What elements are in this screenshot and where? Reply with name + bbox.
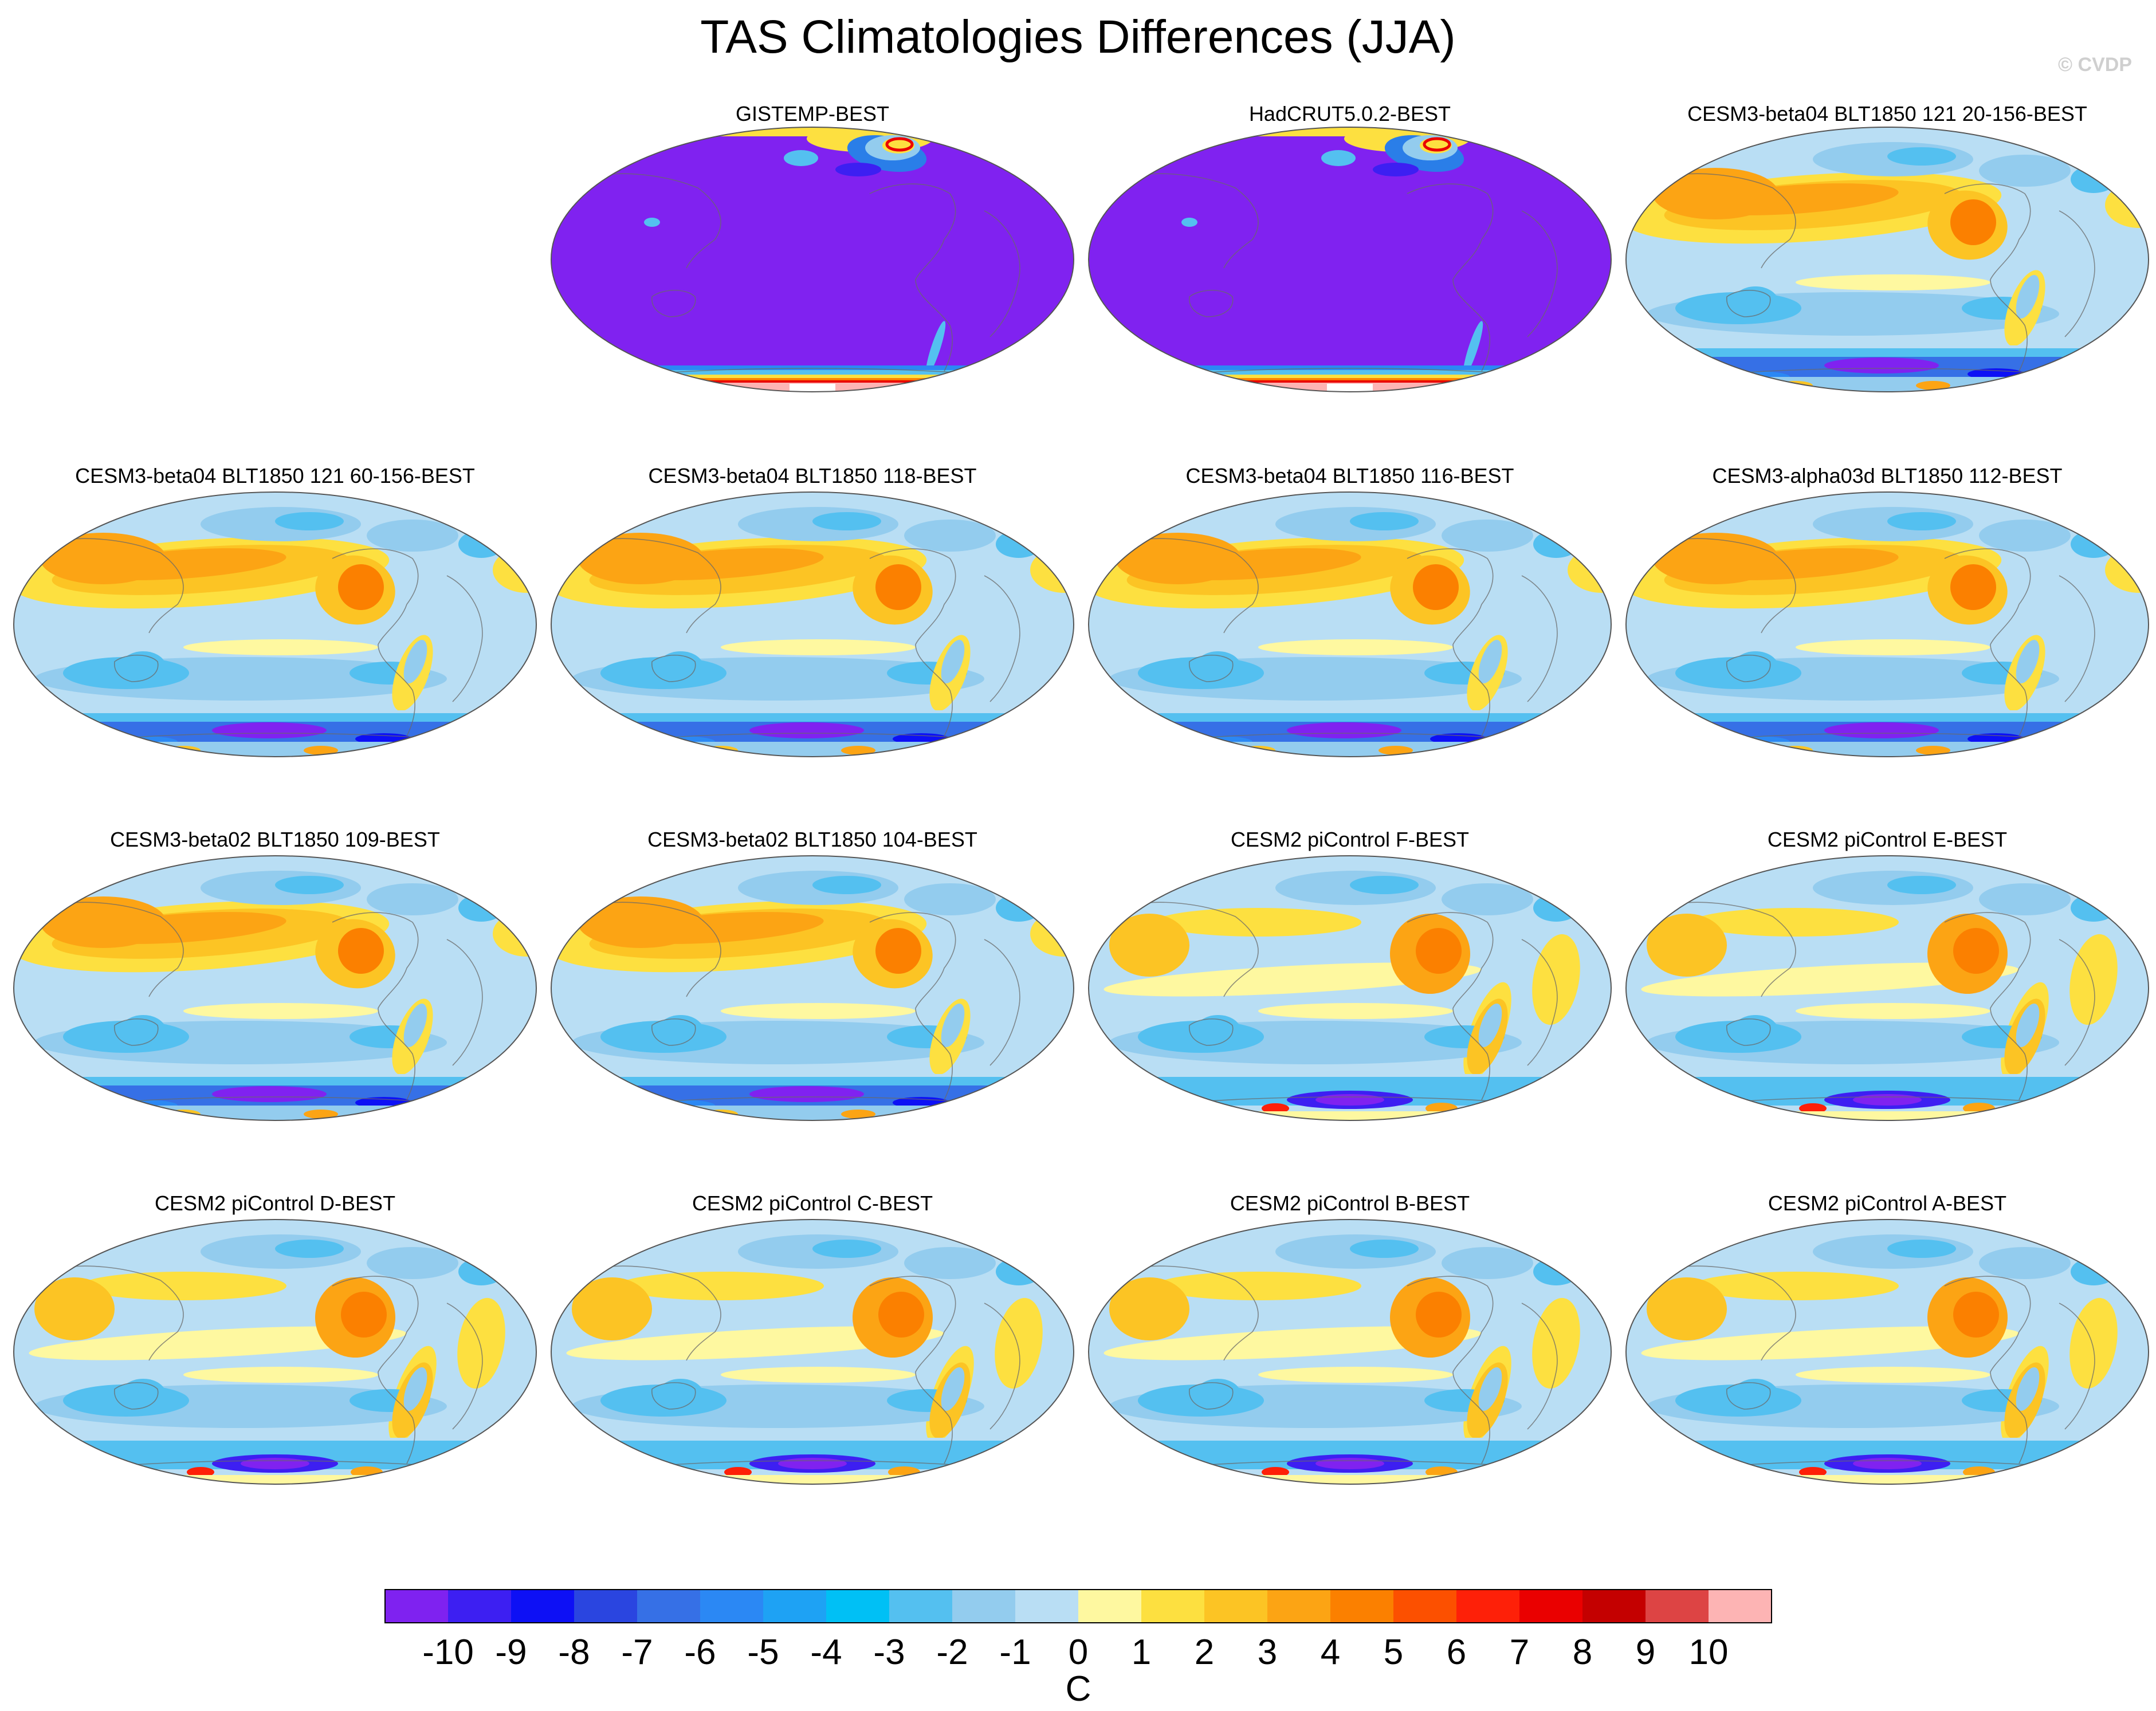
map-outline (1625, 127, 2149, 392)
colorbar-tick-label: -10 (422, 1633, 474, 1672)
colorbar-swatch (448, 1590, 512, 1623)
panel-title: CESM2 piControl C-BEST (692, 1191, 933, 1215)
map-panel (1088, 127, 1612, 392)
panel-title: CESM3-beta02 BLT1850 109-BEST (110, 828, 440, 851)
map-outline (1625, 491, 2149, 757)
colorbar-tick-label: -1 (999, 1633, 1031, 1672)
map-outline (551, 127, 1074, 392)
colorbar-swatch (1646, 1590, 1709, 1623)
map-outline (551, 855, 1074, 1121)
map-panel (551, 127, 1074, 392)
colorbar-swatch (574, 1590, 638, 1623)
panel-title: CESM2 piControl D-BEST (154, 1191, 396, 1215)
figure-title: TAS Climatologies Differences (JJA) (700, 11, 1456, 63)
colorbar-tick-label: -7 (621, 1633, 653, 1672)
map-panel (1625, 127, 2149, 392)
panel-title: CESM3-beta04 BLT1850 121 20-156-BEST (1687, 102, 2087, 125)
map-outline (1088, 127, 1612, 392)
map-panel (551, 855, 1074, 1121)
colorbar-tick-label: -3 (873, 1633, 905, 1672)
panel-title: CESM3-beta04 BLT1850 116-BEST (1185, 464, 1514, 487)
panel-title: CESM2 piControl F-BEST (1230, 828, 1470, 851)
colorbar-swatch (1267, 1590, 1331, 1623)
colorbar-tick-label: 4 (1321, 1633, 1340, 1672)
colorbar-swatch (385, 1590, 449, 1623)
map-panel (1625, 855, 2149, 1121)
panel-title: CESM2 piControl E-BEST (1767, 828, 2008, 851)
colorbar-tick-label: 0 (1069, 1633, 1088, 1672)
colorbar-tick-label: 6 (1447, 1633, 1466, 1672)
map-panel (1088, 855, 1612, 1121)
watermark: © CVDP (2058, 54, 2132, 76)
colorbar-tick-label: 5 (1384, 1633, 1403, 1672)
map-outline (551, 1219, 1074, 1485)
map-outline (1088, 1219, 1612, 1485)
colorbar-unit: C (1066, 1669, 1091, 1709)
colorbar-tick-label: 3 (1258, 1633, 1277, 1672)
colorbar-swatch (1456, 1590, 1520, 1623)
map-panel (551, 491, 1074, 757)
colorbar-swatch (511, 1590, 575, 1623)
colorbar-tick-label: -5 (747, 1633, 779, 1672)
map-outline (1625, 1219, 2149, 1485)
colorbar-tick-label: 8 (1573, 1633, 1592, 1672)
colorbar-swatch (826, 1590, 890, 1623)
colorbar-tick-label: 10 (1689, 1633, 1729, 1672)
colorbar-swatch (1141, 1590, 1205, 1623)
colorbar-swatch (1330, 1590, 1394, 1623)
colorbar-swatch (889, 1590, 953, 1623)
map-panel (1625, 1219, 2149, 1485)
map-panel (1625, 491, 2149, 757)
colorbar-swatch (1709, 1590, 1772, 1623)
colorbar-tick-label: -9 (495, 1633, 527, 1672)
colorbar-swatch (1519, 1590, 1583, 1623)
panel-title: CESM3-beta04 BLT1850 121 60-156-BEST (75, 464, 475, 487)
colorbar-tick-label: -4 (810, 1633, 842, 1672)
colorbar-swatch (1393, 1590, 1457, 1623)
map-outline (1625, 855, 2149, 1121)
map-outline (13, 491, 537, 757)
panel-title: CESM2 piControl B-BEST (1230, 1191, 1470, 1215)
map-panel (13, 491, 537, 757)
colorbar-swatch (637, 1590, 701, 1623)
map-outline (1088, 491, 1612, 757)
map-outline (13, 1219, 537, 1485)
colorbar-tick-label: -6 (684, 1633, 716, 1672)
map-panel (13, 1219, 537, 1485)
map-outline (1088, 855, 1612, 1121)
colorbar-swatch (763, 1590, 827, 1623)
map-panel (1088, 491, 1612, 757)
colorbar-tick-label: -8 (558, 1633, 590, 1672)
colorbar-tick-label: 1 (1132, 1633, 1151, 1672)
panel-title: CESM2 piControl A-BEST (1768, 1191, 2007, 1215)
map-outline (551, 491, 1074, 757)
map-panel (13, 855, 537, 1121)
colorbar-tick-label: 9 (1636, 1633, 1655, 1672)
colorbar-tick-label: 7 (1510, 1633, 1529, 1672)
colorbar-swatch (952, 1590, 1016, 1623)
map-outline (13, 855, 537, 1121)
colorbar-swatch (1015, 1590, 1079, 1623)
colorbar-swatch (1582, 1590, 1646, 1623)
panel-title: CESM3-beta04 BLT1850 118-BEST (648, 464, 977, 487)
panel-title: HadCRUT5.0.2-BEST (1248, 102, 1451, 125)
colorbar-tick-label: -2 (936, 1633, 968, 1672)
map-panel (551, 1219, 1074, 1485)
panel-title: GISTEMP-BEST (735, 102, 890, 125)
colorbar-swatch (1078, 1590, 1142, 1623)
map-panel (1088, 1219, 1612, 1485)
colorbar-swatch (700, 1590, 764, 1623)
panel-title: CESM3-beta02 BLT1850 104-BEST (647, 828, 977, 851)
panel-title: CESM3-alpha03d BLT1850 112-BEST (1712, 464, 2063, 487)
colorbar-swatch (1204, 1590, 1268, 1623)
colorbar-tick-label: 2 (1195, 1633, 1214, 1672)
